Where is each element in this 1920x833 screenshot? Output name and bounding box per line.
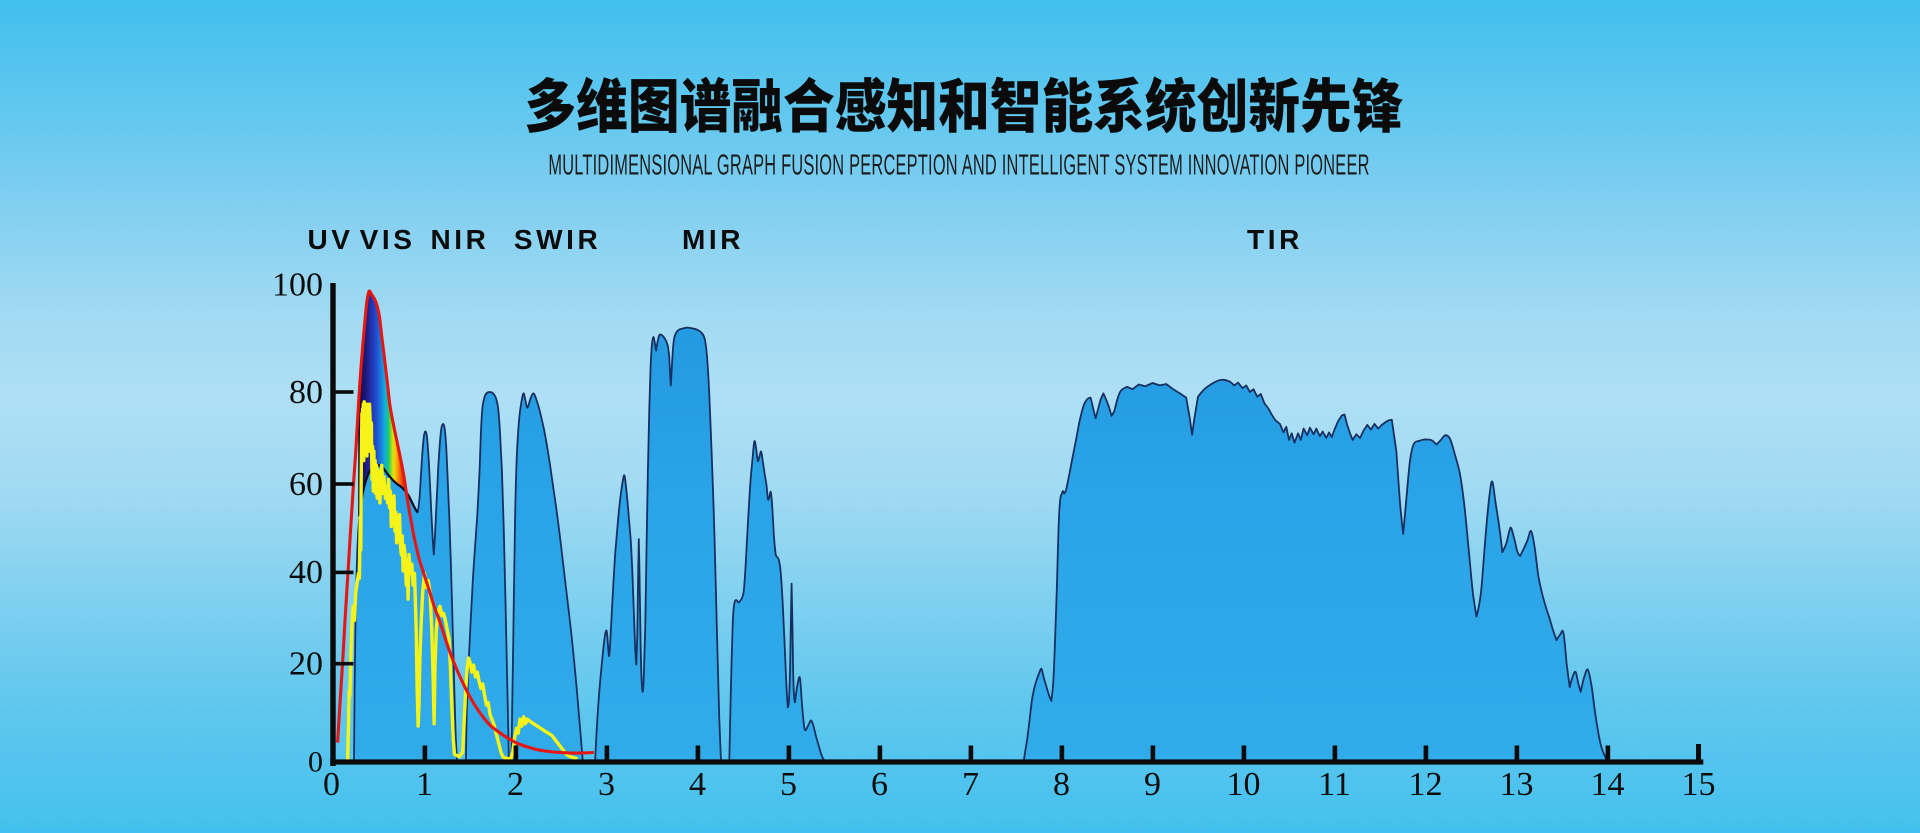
svg-text:UV: UV <box>307 224 353 255</box>
svg-text:0: 0 <box>308 746 323 779</box>
svg-text:13: 13 <box>1500 766 1534 803</box>
svg-text:3: 3 <box>598 766 615 803</box>
svg-text:10: 10 <box>1227 766 1261 803</box>
svg-text:2: 2 <box>507 766 524 803</box>
svg-text:80: 80 <box>289 374 323 411</box>
svg-text:40: 40 <box>289 554 323 591</box>
svg-text:8: 8 <box>1053 766 1070 803</box>
svg-text:15: 15 <box>1682 766 1716 803</box>
svg-text:4: 4 <box>689 766 706 803</box>
svg-text:9: 9 <box>1144 766 1161 803</box>
svg-text:SWIR: SWIR <box>514 224 602 255</box>
svg-text:100: 100 <box>272 266 323 303</box>
svg-text:1: 1 <box>416 766 433 803</box>
svg-text:MIR: MIR <box>682 224 744 255</box>
svg-text:12: 12 <box>1409 766 1443 803</box>
svg-text:5: 5 <box>780 766 797 803</box>
svg-text:NIR: NIR <box>430 224 489 255</box>
svg-text:MULTIDIMENSIONAL GRAPH FUSION: MULTIDIMENSIONAL GRAPH FUSION PERCEPTION… <box>548 149 1369 181</box>
svg-text:VIS: VIS <box>360 224 416 255</box>
svg-text:6: 6 <box>871 766 888 803</box>
svg-text:7: 7 <box>962 766 979 803</box>
svg-text:TIR: TIR <box>1247 224 1303 255</box>
svg-text:20: 20 <box>289 646 323 683</box>
svg-text:0: 0 <box>323 766 340 803</box>
svg-text:11: 11 <box>1318 766 1351 803</box>
svg-text:14: 14 <box>1591 766 1625 803</box>
svg-text:60: 60 <box>289 466 323 503</box>
